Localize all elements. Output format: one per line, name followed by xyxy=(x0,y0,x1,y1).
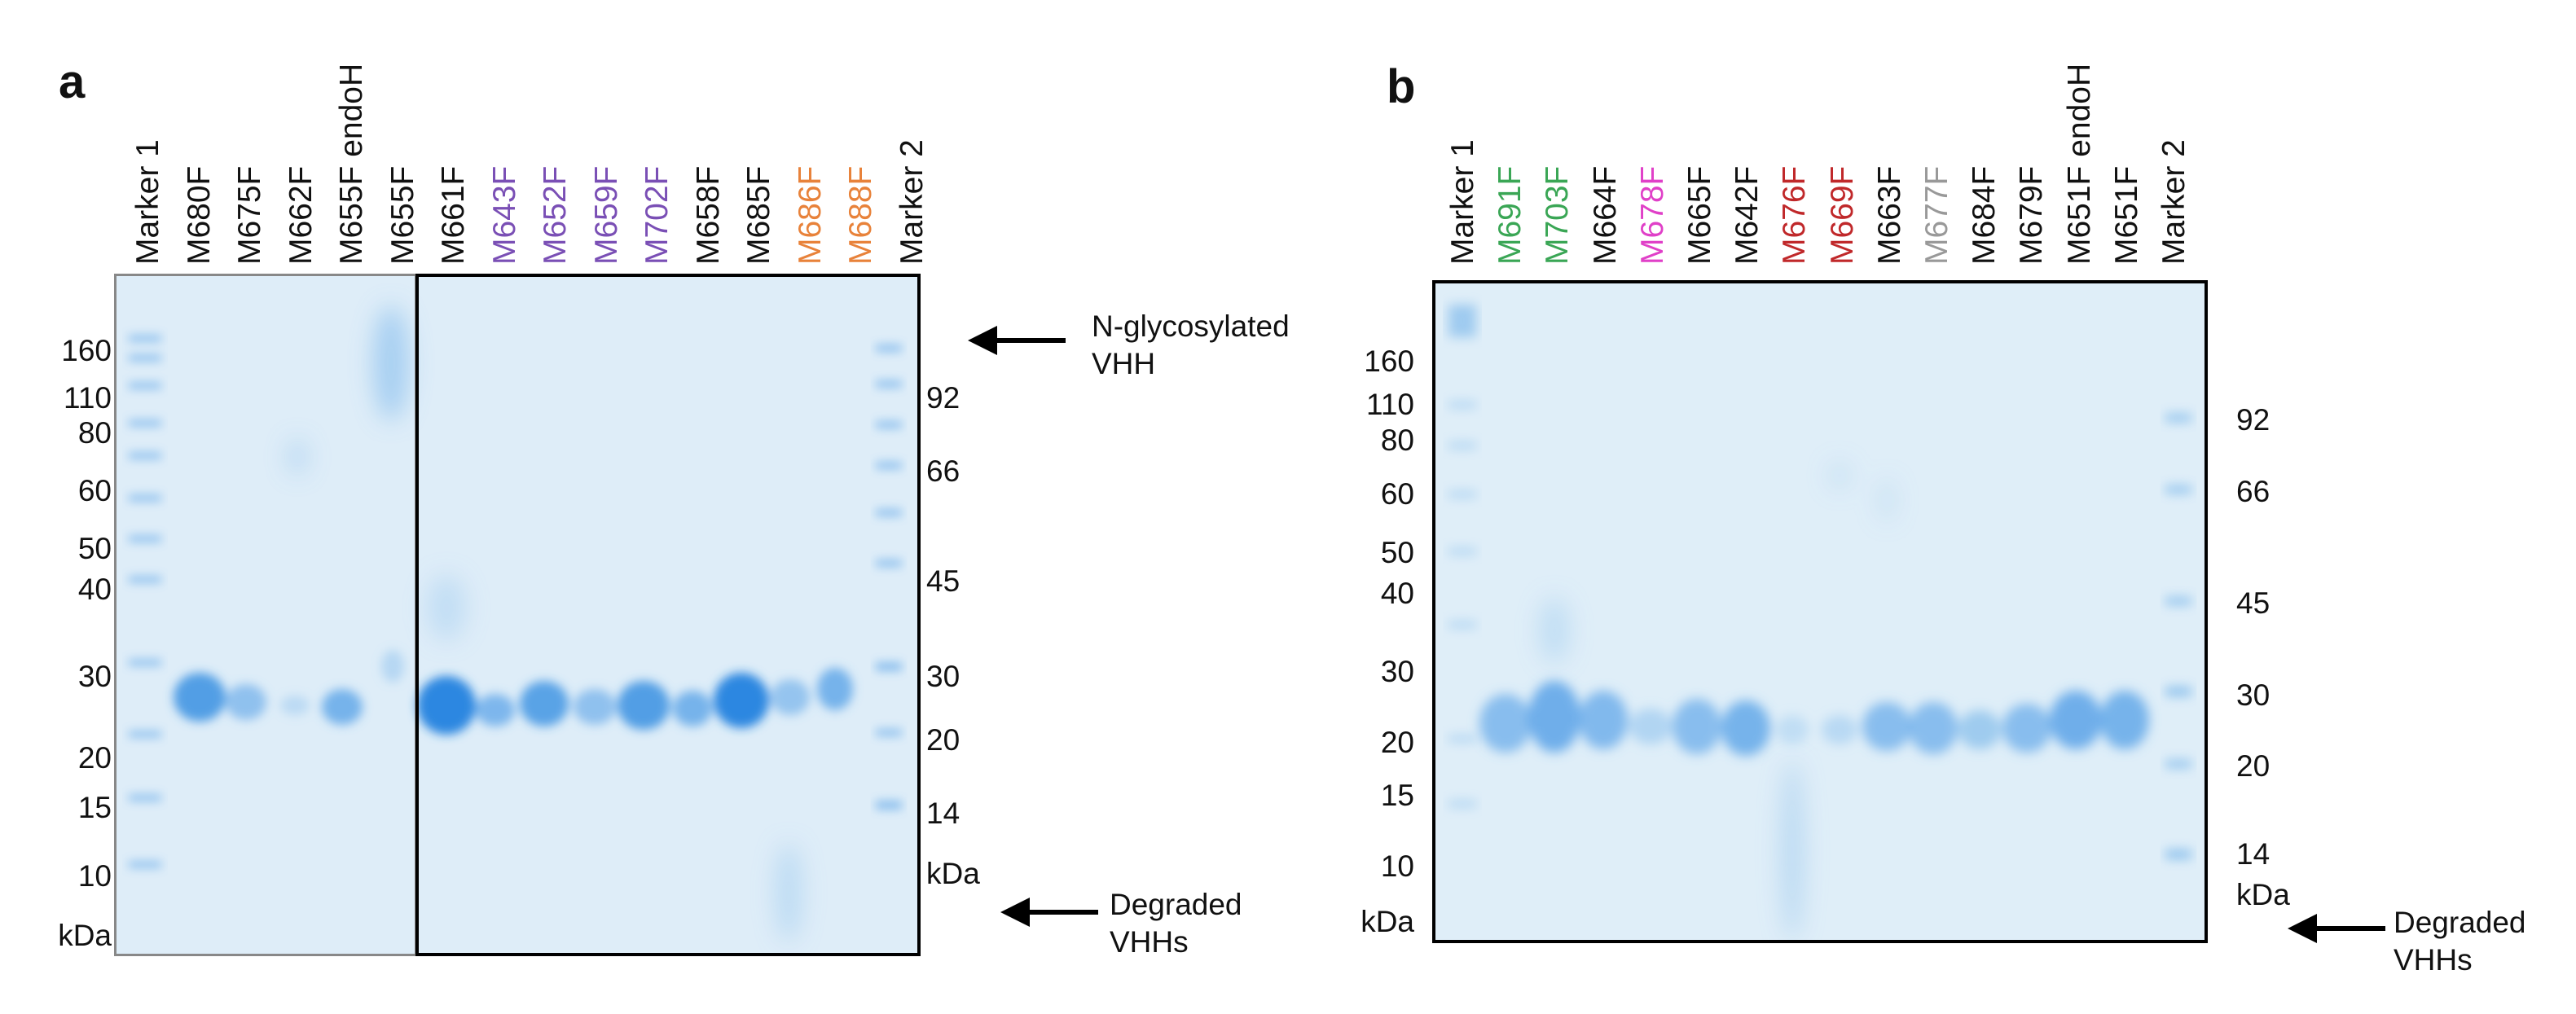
panel-b-lane-label-3: M664F xyxy=(1587,165,1623,265)
panel-a-m1-20: 20 xyxy=(77,741,112,775)
panel-a-lane-label-4: M655F endoH xyxy=(334,63,369,265)
panel-a-annotation-glycosylated: N-glycosylated VHH xyxy=(1092,308,1290,384)
panel-a-lane-label-12: M685F xyxy=(741,165,776,265)
panel-b-m2-92: 92 xyxy=(2236,403,2270,437)
panel-a-m1-10: 10 xyxy=(77,859,112,893)
panel-b-m1-160: 160 xyxy=(1364,345,1414,378)
panel-b-m1-50: 50 xyxy=(1380,536,1414,569)
panel-a-m2-14: 14 xyxy=(926,797,961,830)
panel-b-lane-label-15: Marker 2 xyxy=(2156,139,2191,265)
panel-a-m1-30: 30 xyxy=(77,660,112,693)
panel-a-m2-45: 45 xyxy=(926,564,961,598)
panel-b-m2-unit: kDa xyxy=(2236,878,2290,911)
panel-b-gel-image xyxy=(1432,280,2208,943)
panel-b-lane-label-6: M642F xyxy=(1730,165,1765,265)
panel-b-m2-66: 66 xyxy=(2236,475,2270,508)
panel-a-lane-label-6: M661F xyxy=(436,165,471,265)
panel-b-lane-label-10: M677F xyxy=(1919,165,1954,265)
panel-a-lane-label-11: M658F xyxy=(690,165,726,265)
panel-b-lane-label-14: M651F xyxy=(2108,165,2144,265)
panel-a-annotation-degraded: Degraded VHHs xyxy=(1110,886,1242,962)
panel-b-lane-label-4: M678F xyxy=(1634,165,1670,265)
panel-a-m1-40: 40 xyxy=(77,573,112,606)
panel-a-annotation-degraded-text: Degraded VHHs xyxy=(1110,888,1242,959)
panel-a-lane-label-13: M686F xyxy=(792,165,828,265)
panel-a-m2-30: 30 xyxy=(926,660,961,693)
panel-b-m1-40: 40 xyxy=(1380,577,1414,610)
panel-a-m2-20: 20 xyxy=(926,723,961,757)
panel-a-m1-50: 50 xyxy=(77,532,112,565)
panel-b-annotation-degraded-text: Degraded VHHs xyxy=(2394,906,2526,977)
panel-a-m1-80: 80 xyxy=(77,416,112,450)
panel-b-lane-label-13: M651F endoH xyxy=(2061,63,2097,265)
panel-b-lane-label-7: M676F xyxy=(1777,165,1813,265)
panel-a-m1-unit: kDa xyxy=(58,919,112,952)
panel-b-lane-label-1: M691F xyxy=(1492,165,1528,265)
panel-b-m1-10: 10 xyxy=(1380,849,1414,883)
panel-b-lane-label-2: M703F xyxy=(1540,165,1576,265)
panel-a-annotation-glycosylated-text: N-glycosylated VHH xyxy=(1092,309,1290,381)
panel-a-lane-label-15: Marker 2 xyxy=(894,139,930,265)
panel-b-m1-30: 30 xyxy=(1380,655,1414,688)
panel-b-lane-label-12: M679F xyxy=(2014,165,2050,265)
panel-a-lane-label-0: Marker 1 xyxy=(130,139,165,265)
panel-a-lane-label-9: M659F xyxy=(588,165,624,265)
panel-a-m1-15: 15 xyxy=(77,791,112,824)
panel-a-gel xyxy=(114,274,921,956)
panel-a-m1-60: 60 xyxy=(77,474,112,507)
panel-b-m1-60: 60 xyxy=(1380,477,1414,511)
panel-b-lane-label-5: M665F xyxy=(1682,165,1717,265)
panel-a-m1-110: 110 xyxy=(64,381,112,415)
panel-a-lane-label-14: M688F xyxy=(843,165,878,265)
panel-a-gel-image xyxy=(114,274,921,956)
panel-a-m1-160: 160 xyxy=(61,334,112,367)
panel-b-m2-14: 14 xyxy=(2236,837,2270,871)
panel-a-lane-label-8: M652F xyxy=(538,165,573,265)
panel-b-arrow-degraded-icon xyxy=(2288,914,2385,943)
panel-b-m1-15: 15 xyxy=(1380,779,1414,812)
panel-b-lane-label-9: M663F xyxy=(1871,165,1907,265)
panel-a-lane-label-5: M655F xyxy=(385,165,420,265)
panel-b-gel xyxy=(1432,280,2208,943)
panel-a-m2-unit: kDa xyxy=(926,857,980,890)
panel-a-lane-label-3: M662F xyxy=(283,165,319,265)
panel-b-letter: b xyxy=(1387,60,1416,113)
panel-b-lane-label-11: M684F xyxy=(1967,165,2002,265)
panel-b-lane-label-0: Marker 1 xyxy=(1445,139,1480,265)
panel-a-m2-92: 92 xyxy=(926,381,961,415)
panel-a-lane-label-2: M675F xyxy=(232,165,267,265)
panel-a-lane-label-1: M680F xyxy=(181,165,217,265)
panel-b-m1-80: 80 xyxy=(1380,424,1414,457)
panel-a-arrow-glycosylated-icon xyxy=(968,326,1066,355)
panel-b-m2-30: 30 xyxy=(2236,678,2270,712)
panel-a-m2-66: 66 xyxy=(926,454,961,488)
panel-b-m1-unit: kDa xyxy=(1361,905,1414,938)
panel-b-lane-label-8: M669F xyxy=(1824,165,1860,265)
panel-a-lane-label-10: M702F xyxy=(640,165,675,265)
panel-b-m2-45: 45 xyxy=(2236,586,2270,620)
panel-b-m1-20: 20 xyxy=(1380,726,1414,759)
panel-a-letter: a xyxy=(59,55,86,108)
panel-b-annotation-degraded: Degraded VHHs xyxy=(2394,904,2526,980)
panel-b-m1-110: 110 xyxy=(1366,388,1414,421)
panel-a-lane-label-7: M643F xyxy=(486,165,522,265)
panel-a-arrow-degraded-icon xyxy=(1000,898,1098,927)
panel-b-m2-20: 20 xyxy=(2236,749,2270,783)
